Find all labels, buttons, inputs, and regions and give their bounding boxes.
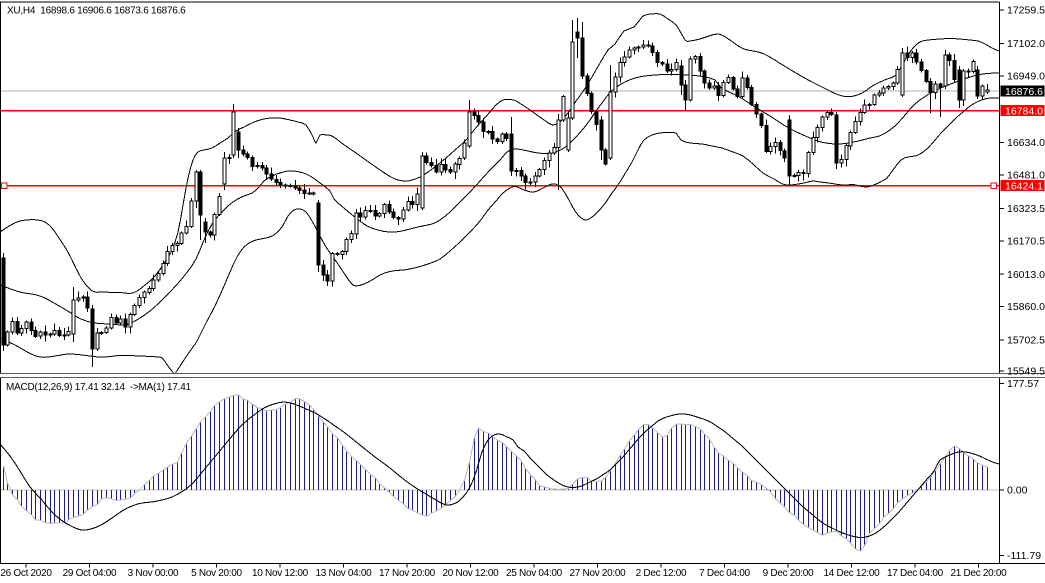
svg-text:MACD(12,26,9) 17.41 32.14 ->M: MACD(12,26,9) 17.41 32.14 ->MA(1) 17.41 [6,382,192,393]
svg-text:27 Nov 20:00: 27 Nov 20:00 [570,568,627,579]
svg-text:21 Dec 20:00: 21 Dec 20:00 [951,568,1008,579]
svg-text:9 Dec 20:00: 9 Dec 20:00 [763,568,814,579]
svg-text:15549.5: 15549.5 [1007,366,1045,378]
svg-text:17 Dec 04:00: 17 Dec 04:00 [887,568,944,579]
svg-text:177.57: 177.57 [1007,378,1039,390]
svg-text:XU,H4 16898.6 16906.6 16873.6: XU,H4 16898.6 16906.6 16873.6 16876.6 [7,6,186,17]
svg-text:16424.1: 16424.1 [1005,181,1043,193]
svg-text:16013.0: 16013.0 [1007,269,1045,281]
svg-text:16481.0: 16481.0 [1007,170,1045,182]
svg-text:2 Dec 12:00: 2 Dec 12:00 [636,568,687,579]
svg-text:0.00: 0.00 [1007,485,1028,497]
svg-text:15702.5: 15702.5 [1007,335,1045,347]
svg-text:16876.6: 16876.6 [1005,86,1043,98]
svg-text:3 Nov 00:00: 3 Nov 00:00 [128,568,179,579]
svg-text:20 Nov 12:00: 20 Nov 12:00 [443,568,500,579]
svg-text:16949.0: 16949.0 [1007,70,1045,82]
svg-text:17259.5: 17259.5 [1007,5,1045,17]
svg-text:-111.79: -111.79 [1007,550,1041,562]
svg-text:29 Oct 04:00: 29 Oct 04:00 [63,568,117,579]
svg-text:15860.0: 15860.0 [1007,301,1045,313]
svg-text:16323.5: 16323.5 [1007,203,1045,215]
svg-text:7 Dec 04:00: 7 Dec 04:00 [699,568,750,579]
svg-text:16170.5: 16170.5 [1007,235,1045,247]
svg-text:25 Nov 04:00: 25 Nov 04:00 [506,568,563,579]
svg-text:13 Nov 04:00: 13 Nov 04:00 [316,568,373,579]
svg-text:16634.0: 16634.0 [1007,137,1045,149]
svg-text:16784.0: 16784.0 [1005,106,1043,118]
svg-text:17102.0: 17102.0 [1007,38,1045,50]
svg-text:5 Nov 20:00: 5 Nov 20:00 [191,568,242,579]
svg-text:14 Dec 12:00: 14 Dec 12:00 [824,568,881,579]
svg-text:17 Nov 20:00: 17 Nov 20:00 [379,568,436,579]
svg-text:10 Nov 12:00: 10 Nov 12:00 [252,568,309,579]
svg-text:26 Oct 2020: 26 Oct 2020 [0,568,52,579]
